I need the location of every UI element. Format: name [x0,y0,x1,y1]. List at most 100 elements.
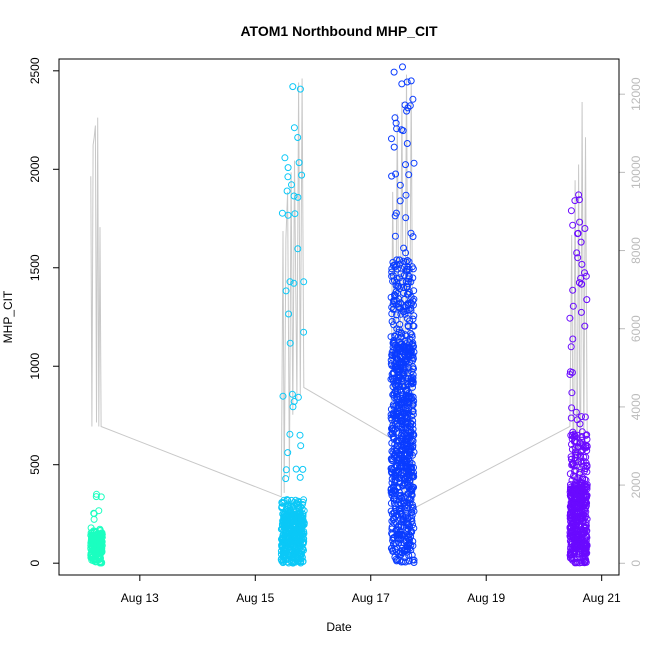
scatter-point [583,463,591,470]
scatter-point [579,531,587,539]
scatter-point [282,475,290,483]
scatter-point [569,461,577,468]
scatter-point [573,559,581,567]
scatter-point [578,428,586,436]
scatter-point [578,413,585,421]
scatter-point [392,462,400,470]
scatter-point [569,335,577,343]
scatter-point [89,538,97,546]
scatter-point [96,559,104,567]
scatter-point [398,80,406,88]
scatter-point [298,521,306,529]
scatter-point [289,558,297,566]
scatter-point [389,262,397,269]
secondary-series-line [90,74,588,533]
scatter-point [297,555,305,563]
scatter-point [569,221,577,229]
scatter-point [397,500,405,508]
scatter-point [400,480,408,488]
scatter-point [409,315,417,323]
scatter-point [400,456,408,464]
scatter-point [300,278,308,286]
scatter-point [566,314,574,322]
scatter-point [405,540,413,548]
scatter-point [577,538,585,546]
scatter-point [283,187,291,195]
scatter-point-peak [93,490,100,498]
scatter-point [390,143,398,151]
scatter-point [409,417,417,425]
scatter-point [395,256,403,264]
scatter-point [284,173,292,181]
scatter-points-layer [87,63,591,567]
scatter-point [98,531,106,539]
scatter-point [391,232,399,240]
scatter-point [582,453,590,461]
scatter-point [400,539,408,547]
scatter-point [91,535,99,543]
scatter-point [388,172,396,180]
scatter-point [284,555,292,563]
scatter-point [401,101,409,109]
scatter-point [398,531,406,539]
scatter-point [570,551,578,558]
scatter-point [281,517,289,525]
scatter-point [88,528,96,536]
scatter-point [397,509,405,517]
scatter-point [578,514,586,522]
scatter-point [391,425,399,433]
scatter-point [292,547,300,555]
scatter-point [408,331,416,339]
scatter-point [400,308,408,316]
scatter-point [395,326,403,334]
scatter-point [292,513,300,521]
scatter-point [389,272,397,280]
scatter-point [403,414,411,422]
x-tick-label: Aug 17 [352,591,390,605]
scatter-point [387,375,395,383]
scatter-point [389,305,397,313]
scatter-point [278,521,286,529]
scatter-point [387,333,395,341]
scatter-point [402,191,410,199]
scatter-point [297,442,305,450]
scatter-point [400,284,408,292]
scatter-point [569,501,577,509]
scatter-point [285,518,293,526]
scatter-point [299,512,307,520]
scatter-point [299,510,307,518]
scatter-point [394,437,402,445]
scatter-point [573,508,581,516]
scatter-point [290,192,298,200]
scatter-point [387,430,395,438]
scatter-point [575,279,583,287]
scatter-point [406,477,414,485]
scatter-point [290,398,298,405]
scatter-point [293,540,301,548]
scatter-point [288,390,296,398]
scatter-point [407,77,415,85]
scatter-point [281,154,289,162]
scatter-point [286,430,294,438]
scatter-point [410,159,418,167]
scatter-point [298,171,306,179]
y-tick-label: 500 [28,454,42,474]
scatter-cluster-2 [277,83,308,567]
scatter-point [570,540,578,548]
scatter-point [573,431,581,439]
scatter-point [296,85,304,93]
scatter-point [284,532,292,540]
scatter-point [571,444,579,452]
scatter-point [569,286,577,294]
scatter-point [571,197,579,205]
scatter-point [92,493,100,501]
scatter-point [405,171,413,179]
scatter-point [408,333,416,341]
scatter-point [410,431,418,439]
scatter-point [389,339,397,347]
scatter-point [389,534,397,542]
scatter-point [394,483,402,491]
scatter-point [388,362,396,369]
scatter-point [294,393,302,401]
scatter-point [405,275,413,283]
